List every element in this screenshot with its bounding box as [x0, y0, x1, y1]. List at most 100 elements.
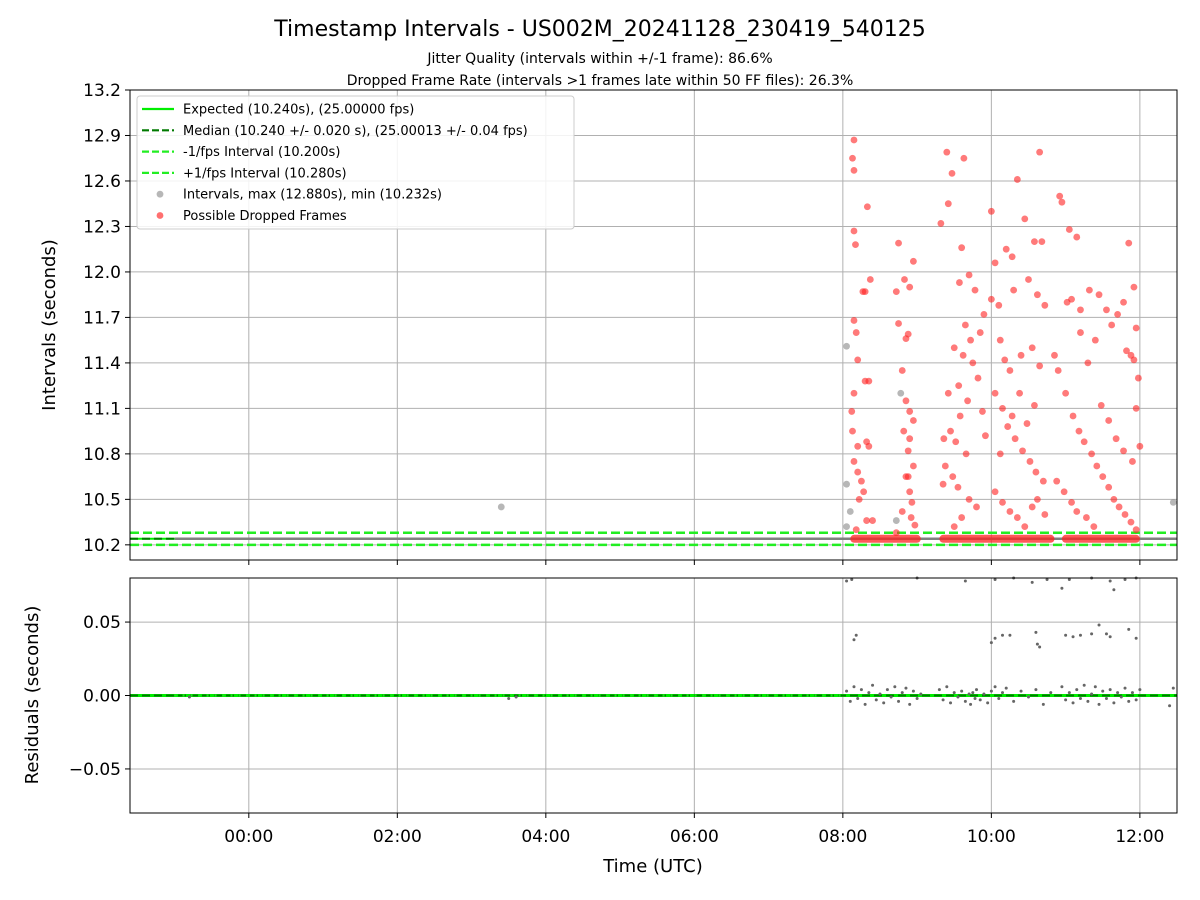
residual-point — [514, 695, 518, 699]
legend-marker-intervals — [156, 190, 164, 198]
dropped-frame-point — [1073, 508, 1081, 515]
residual-point — [1119, 695, 1123, 699]
dropped-frame-point — [1090, 523, 1098, 531]
dropped-frame-point — [1056, 192, 1064, 200]
dropped-frame-point — [909, 462, 917, 470]
legend-box — [136, 95, 575, 230]
dropped-frame-point — [1054, 367, 1062, 374]
dropped-frame-point — [996, 450, 1004, 458]
dropped-frame-point — [956, 412, 964, 420]
dropped-frame-point — [1026, 458, 1034, 465]
dropped-frame-point — [1077, 329, 1084, 336]
dropped-frame-point — [904, 473, 912, 481]
dropped-frame-point — [995, 301, 1003, 309]
dropped-frame-point — [1091, 336, 1099, 344]
residual-point — [845, 579, 849, 583]
residual-point — [989, 641, 993, 645]
dropped-frame-point — [907, 514, 915, 521]
dropped-frame-point — [1025, 276, 1032, 283]
residual-point — [852, 685, 856, 689]
dropped-frame-point — [863, 517, 871, 524]
dropped-frame-point — [965, 271, 973, 279]
residual-point — [971, 691, 975, 695]
dropped-frame-point — [860, 488, 868, 496]
dropped-frame-point — [1060, 488, 1068, 496]
dropped-frame-point — [956, 279, 963, 286]
residual-point — [956, 695, 960, 699]
top-y-tick-label-0: 10.2 — [83, 536, 121, 556]
legend-label-expected: Expected (10.240s), (25.00000 fps) — [183, 103, 414, 118]
dropped-frame-point — [852, 329, 860, 336]
residual-point — [1071, 701, 1075, 705]
residual-point — [993, 636, 997, 640]
residual-point — [900, 691, 904, 695]
residual-point — [1004, 686, 1008, 690]
residual-point — [1108, 688, 1112, 692]
dropped-frame-point — [850, 458, 858, 465]
top-y-tick-label-2: 10.8 — [83, 445, 121, 465]
residual-point — [1038, 645, 1042, 649]
dropped-frame-point — [906, 283, 914, 291]
dropped-frame-point — [960, 154, 968, 162]
dropped-frame-point — [895, 239, 902, 247]
dropped-frame-point — [1062, 389, 1070, 397]
top-y-tick-label-10: 13.2 — [83, 81, 121, 101]
residual-point — [1104, 696, 1108, 700]
dropped-frame-point — [906, 488, 914, 496]
dropped-frame-point — [952, 438, 960, 446]
dropped-frame-point — [950, 344, 958, 352]
residual-point — [1101, 689, 1105, 693]
dropped-frame-point — [1120, 447, 1127, 455]
dropped-frame-point — [1105, 483, 1113, 491]
residual-point — [1078, 633, 1082, 637]
interval-point — [843, 523, 850, 531]
dropped-frame-rate-subtitle: Dropped Frame Rate (intervals >1 frames … — [347, 73, 854, 89]
bottom-x-tick-label-1: 02:00 — [373, 827, 422, 847]
dropped-frame-point — [904, 330, 912, 338]
dropped-frame-point — [999, 498, 1006, 506]
dropped-frame-point — [1051, 351, 1058, 359]
dropped-frame-point — [854, 356, 862, 364]
dropped-frame-point — [892, 288, 900, 296]
bottom-x-tick-label-6: 12:00 — [1115, 827, 1164, 847]
dropped-frame-point — [1002, 245, 1010, 253]
residual-point — [893, 685, 897, 689]
bottom-x-tick-label-5: 10:00 — [967, 827, 1016, 847]
dropped-frame-point — [898, 367, 906, 374]
dropped-frame-point — [980, 310, 988, 318]
dropped-frame-point — [1125, 239, 1133, 247]
dropped-frame-point — [947, 427, 954, 435]
dropped-frame-point — [1016, 389, 1023, 397]
dropped-frame-point — [999, 404, 1006, 412]
dropped-frame-point — [996, 336, 1004, 344]
residual-point — [871, 683, 875, 687]
residual-point — [1104, 632, 1108, 636]
legend-label-plus: +1/fps Interval (10.280s) — [183, 166, 347, 181]
dropped-frame-point — [852, 526, 860, 534]
bottom-y-tick-label-1: 0.00 — [83, 687, 121, 707]
dropped-frame-point — [939, 480, 947, 488]
dropped-frame-point — [1075, 427, 1083, 435]
residual-point — [1071, 635, 1075, 639]
residual-point — [845, 689, 849, 693]
dropped-frame-point — [944, 389, 952, 397]
dropped-frame-point — [1130, 283, 1138, 291]
residual-point — [1130, 691, 1134, 695]
dropped-frame-point — [852, 241, 859, 249]
dropped-band-1 — [939, 534, 1055, 543]
residual-point — [854, 633, 858, 637]
top-y-tick-label-5: 11.7 — [83, 308, 121, 328]
residual-point — [889, 695, 893, 699]
dropped-frame-point — [950, 523, 958, 531]
residual-point — [993, 685, 997, 689]
residual-point — [952, 691, 956, 695]
residual-point — [1138, 688, 1142, 692]
residual-point — [963, 579, 967, 583]
dropped-frame-point — [909, 417, 917, 424]
interval-point — [892, 517, 900, 524]
dropped-frame-point — [959, 351, 967, 359]
dropped-frame-point — [1021, 215, 1029, 223]
dropped-frame-point — [991, 488, 999, 496]
dropped-frame-point — [858, 477, 865, 485]
dropped-frame-point — [1013, 514, 1021, 521]
